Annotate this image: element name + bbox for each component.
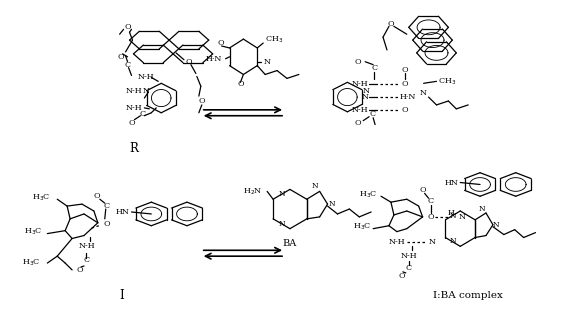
Text: H: H	[448, 209, 455, 217]
Text: H$_3$C: H$_3$C	[358, 189, 377, 200]
Text: N: N	[479, 205, 485, 213]
Text: C: C	[104, 202, 110, 210]
Text: O: O	[198, 97, 205, 105]
Text: N-H: N-H	[126, 104, 142, 112]
Text: H$_3$C: H$_3$C	[22, 258, 40, 268]
Text: CH$_3$: CH$_3$	[265, 35, 284, 45]
Text: N-H: N-H	[400, 252, 417, 260]
Text: N: N	[263, 58, 270, 66]
Text: N-H: N-H	[352, 106, 368, 114]
Text: H$_2$N: H$_2$N	[243, 186, 262, 197]
Text: N-H: N-H	[79, 242, 95, 250]
Text: HN: HN	[116, 208, 129, 216]
Text: O: O	[185, 58, 192, 66]
Text: N-H: N-H	[388, 238, 405, 246]
Text: N: N	[143, 87, 150, 95]
Text: C: C	[428, 197, 434, 205]
Text: H$_3$C: H$_3$C	[353, 222, 371, 232]
Text: N: N	[420, 89, 427, 97]
Text: O: O	[402, 80, 408, 88]
Text: O: O	[217, 39, 224, 47]
Text: CH$_3$: CH$_3$	[438, 76, 457, 87]
Text: O: O	[399, 272, 405, 280]
Text: BA: BA	[283, 239, 297, 248]
Text: O: O	[420, 186, 426, 194]
Text: O: O	[103, 220, 110, 228]
Text: N: N	[362, 87, 369, 95]
Text: H·N: H·N	[400, 93, 416, 101]
Text: N: N	[450, 212, 456, 220]
Text: C: C	[406, 264, 412, 272]
Text: N: N	[450, 237, 456, 246]
Text: N: N	[429, 238, 435, 246]
Text: O: O	[124, 23, 131, 31]
Text: N-H: N-H	[352, 80, 368, 88]
Text: O: O	[128, 119, 135, 127]
Text: C: C	[125, 61, 130, 69]
Text: O: O	[427, 213, 434, 221]
Text: N: N	[279, 190, 285, 198]
Text: R: R	[129, 142, 138, 155]
Text: N-H: N-H	[137, 73, 154, 81]
Text: O: O	[388, 20, 394, 28]
Text: I:BA complex: I:BA complex	[433, 291, 503, 300]
Text: C: C	[369, 110, 375, 118]
Text: N-H: N-H	[126, 87, 142, 95]
Text: O: O	[354, 119, 361, 127]
Text: N: N	[311, 183, 318, 190]
Text: O: O	[354, 58, 361, 66]
Text: H$_3$C: H$_3$C	[24, 227, 43, 237]
Text: N: N	[279, 220, 285, 228]
Text: O: O	[77, 266, 83, 274]
Text: O: O	[401, 66, 408, 74]
Text: N: N	[361, 93, 368, 101]
Text: N: N	[328, 200, 335, 208]
Text: O: O	[117, 53, 124, 61]
Text: H·N: H·N	[205, 55, 222, 63]
Text: O: O	[94, 192, 100, 200]
Text: I: I	[119, 289, 124, 302]
Text: N: N	[458, 213, 466, 221]
Text: O: O	[402, 106, 408, 114]
Text: N: N	[493, 221, 499, 229]
Text: C: C	[139, 110, 146, 118]
Text: C: C	[371, 64, 377, 71]
Text: HN: HN	[445, 178, 458, 187]
Text: O: O	[237, 80, 244, 88]
Text: H$_3$C: H$_3$C	[32, 192, 50, 202]
Text: C: C	[84, 256, 90, 264]
